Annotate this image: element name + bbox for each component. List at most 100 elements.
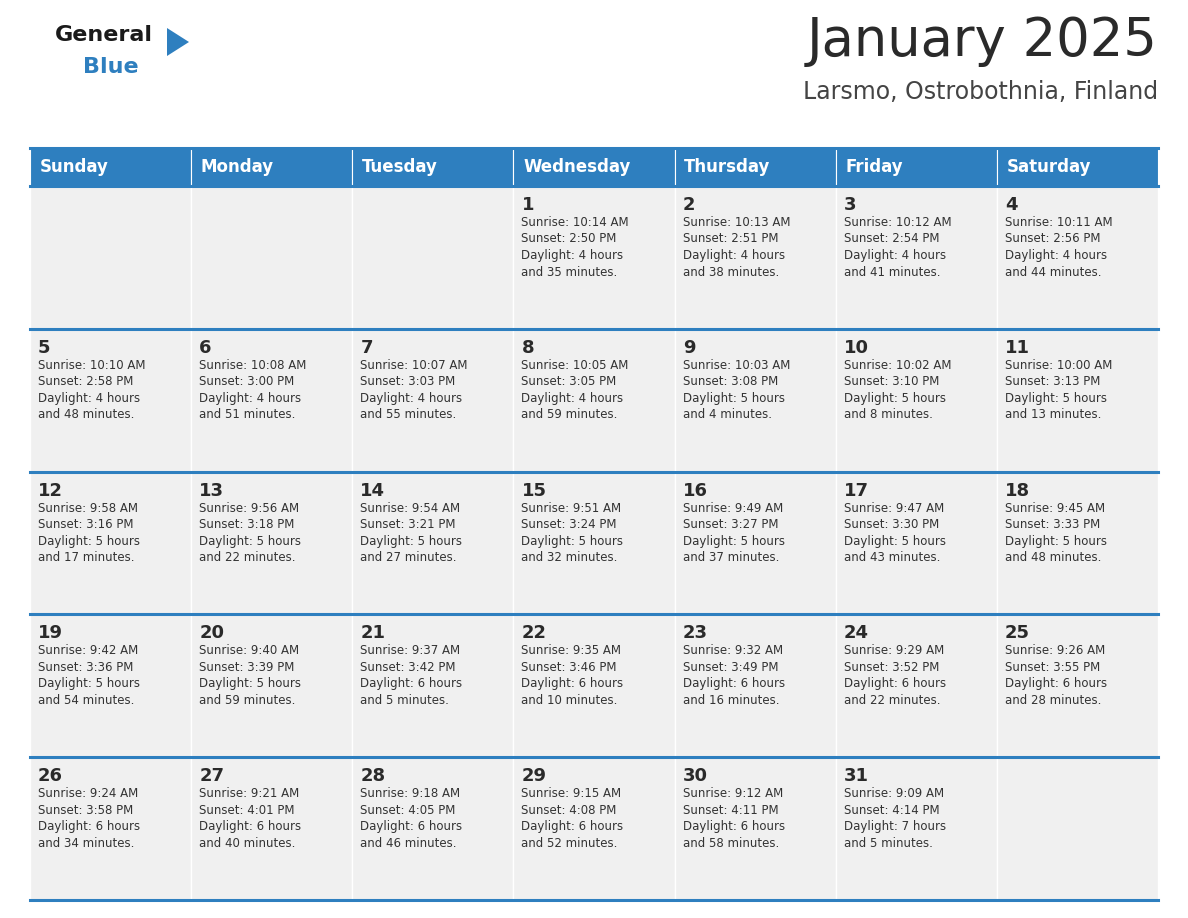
Text: Daylight: 5 hours: Daylight: 5 hours <box>200 677 302 690</box>
Bar <box>997 757 1158 900</box>
Text: Sunrise: 10:02 AM: Sunrise: 10:02 AM <box>843 359 952 372</box>
Text: Daylight: 5 hours: Daylight: 5 hours <box>843 534 946 548</box>
Text: Sunset: 3:05 PM: Sunset: 3:05 PM <box>522 375 617 388</box>
Text: Sunset: 2:54 PM: Sunset: 2:54 PM <box>843 232 940 245</box>
Text: and 5 minutes.: and 5 minutes. <box>360 694 449 707</box>
Text: Sunrise: 9:35 AM: Sunrise: 9:35 AM <box>522 644 621 657</box>
Text: 30: 30 <box>683 767 708 785</box>
Bar <box>835 472 997 614</box>
Text: and 22 minutes.: and 22 minutes. <box>843 694 940 707</box>
Bar <box>353 148 513 186</box>
Text: Sunrise: 9:29 AM: Sunrise: 9:29 AM <box>843 644 944 657</box>
Text: Sunrise: 9:45 AM: Sunrise: 9:45 AM <box>1005 501 1105 515</box>
Bar <box>353 614 513 757</box>
Text: Daylight: 6 hours: Daylight: 6 hours <box>360 820 462 834</box>
Text: 20: 20 <box>200 624 225 643</box>
Text: Sunset: 2:56 PM: Sunset: 2:56 PM <box>1005 232 1100 245</box>
Text: Sunday: Sunday <box>39 158 108 176</box>
Text: Daylight: 4 hours: Daylight: 4 hours <box>843 249 946 262</box>
Text: and 54 minutes.: and 54 minutes. <box>38 694 134 707</box>
Text: Sunset: 3:24 PM: Sunset: 3:24 PM <box>522 518 617 532</box>
Text: Sunset: 3:36 PM: Sunset: 3:36 PM <box>38 661 133 674</box>
Text: Monday: Monday <box>201 158 274 176</box>
Text: Daylight: 5 hours: Daylight: 5 hours <box>38 677 140 690</box>
Text: Sunset: 2:50 PM: Sunset: 2:50 PM <box>522 232 617 245</box>
Text: Sunset: 3:58 PM: Sunset: 3:58 PM <box>38 803 133 817</box>
Text: Daylight: 4 hours: Daylight: 4 hours <box>1005 249 1107 262</box>
Text: Sunset: 3:42 PM: Sunset: 3:42 PM <box>360 661 456 674</box>
Text: Sunset: 3:33 PM: Sunset: 3:33 PM <box>1005 518 1100 532</box>
Text: 16: 16 <box>683 482 708 499</box>
Text: Friday: Friday <box>846 158 903 176</box>
Text: Sunset: 3:27 PM: Sunset: 3:27 PM <box>683 518 778 532</box>
Bar <box>191 614 353 757</box>
Text: Daylight: 5 hours: Daylight: 5 hours <box>1005 392 1107 405</box>
Text: 31: 31 <box>843 767 868 785</box>
Text: Sunset: 3:10 PM: Sunset: 3:10 PM <box>843 375 940 388</box>
Text: Sunset: 2:51 PM: Sunset: 2:51 PM <box>683 232 778 245</box>
Text: Sunrise: 9:54 AM: Sunrise: 9:54 AM <box>360 501 461 515</box>
Text: Sunset: 4:11 PM: Sunset: 4:11 PM <box>683 803 778 817</box>
Text: Sunrise: 9:37 AM: Sunrise: 9:37 AM <box>360 644 461 657</box>
Text: Daylight: 6 hours: Daylight: 6 hours <box>360 677 462 690</box>
Bar <box>191 472 353 614</box>
Text: Sunrise: 10:11 AM: Sunrise: 10:11 AM <box>1005 216 1112 229</box>
Text: Sunrise: 9:12 AM: Sunrise: 9:12 AM <box>683 788 783 800</box>
Bar <box>191 186 353 329</box>
Text: Sunrise: 9:09 AM: Sunrise: 9:09 AM <box>843 788 944 800</box>
Text: and 51 minutes.: and 51 minutes. <box>200 409 296 421</box>
Text: 3: 3 <box>843 196 857 214</box>
Text: Tuesday: Tuesday <box>362 158 438 176</box>
Text: Daylight: 6 hours: Daylight: 6 hours <box>38 820 140 834</box>
Text: and 34 minutes.: and 34 minutes. <box>38 836 134 850</box>
Text: and 35 minutes.: and 35 minutes. <box>522 265 618 278</box>
Text: Sunset: 3:21 PM: Sunset: 3:21 PM <box>360 518 456 532</box>
Bar <box>835 329 997 472</box>
Text: Sunset: 3:08 PM: Sunset: 3:08 PM <box>683 375 778 388</box>
Text: Sunrise: 10:10 AM: Sunrise: 10:10 AM <box>38 359 146 372</box>
Bar <box>513 329 675 472</box>
Bar <box>997 186 1158 329</box>
Text: Sunrise: 10:00 AM: Sunrise: 10:00 AM <box>1005 359 1112 372</box>
Text: 19: 19 <box>38 624 63 643</box>
Text: and 13 minutes.: and 13 minutes. <box>1005 409 1101 421</box>
Text: and 44 minutes.: and 44 minutes. <box>1005 265 1101 278</box>
Bar <box>30 614 191 757</box>
Text: 23: 23 <box>683 624 708 643</box>
Text: and 22 minutes.: and 22 minutes. <box>200 551 296 564</box>
Text: Sunset: 3:13 PM: Sunset: 3:13 PM <box>1005 375 1100 388</box>
Text: and 41 minutes.: and 41 minutes. <box>843 265 940 278</box>
Bar <box>513 472 675 614</box>
Text: Larsmo, Ostrobothnia, Finland: Larsmo, Ostrobothnia, Finland <box>803 80 1158 104</box>
Text: 29: 29 <box>522 767 546 785</box>
Text: 15: 15 <box>522 482 546 499</box>
Text: and 8 minutes.: and 8 minutes. <box>843 409 933 421</box>
Bar <box>997 148 1158 186</box>
Text: Sunrise: 9:47 AM: Sunrise: 9:47 AM <box>843 501 944 515</box>
Text: General: General <box>55 25 153 45</box>
Text: Sunset: 3:49 PM: Sunset: 3:49 PM <box>683 661 778 674</box>
Bar <box>835 186 997 329</box>
Text: and 4 minutes.: and 4 minutes. <box>683 409 772 421</box>
Text: Sunrise: 9:32 AM: Sunrise: 9:32 AM <box>683 644 783 657</box>
Text: 24: 24 <box>843 624 868 643</box>
Bar <box>191 329 353 472</box>
Text: and 27 minutes.: and 27 minutes. <box>360 551 457 564</box>
Bar <box>191 757 353 900</box>
Text: 5: 5 <box>38 339 51 357</box>
Text: Sunrise: 9:24 AM: Sunrise: 9:24 AM <box>38 788 138 800</box>
Bar <box>997 614 1158 757</box>
Bar <box>997 329 1158 472</box>
Bar <box>513 148 675 186</box>
Bar <box>675 329 835 472</box>
Text: 1: 1 <box>522 196 533 214</box>
Text: 13: 13 <box>200 482 225 499</box>
Text: Sunrise: 10:05 AM: Sunrise: 10:05 AM <box>522 359 628 372</box>
Text: Sunset: 4:01 PM: Sunset: 4:01 PM <box>200 803 295 817</box>
Text: Daylight: 6 hours: Daylight: 6 hours <box>683 677 785 690</box>
Text: Daylight: 5 hours: Daylight: 5 hours <box>522 534 624 548</box>
Bar <box>513 757 675 900</box>
Text: Daylight: 6 hours: Daylight: 6 hours <box>522 677 624 690</box>
Text: 11: 11 <box>1005 339 1030 357</box>
Text: and 48 minutes.: and 48 minutes. <box>1005 551 1101 564</box>
